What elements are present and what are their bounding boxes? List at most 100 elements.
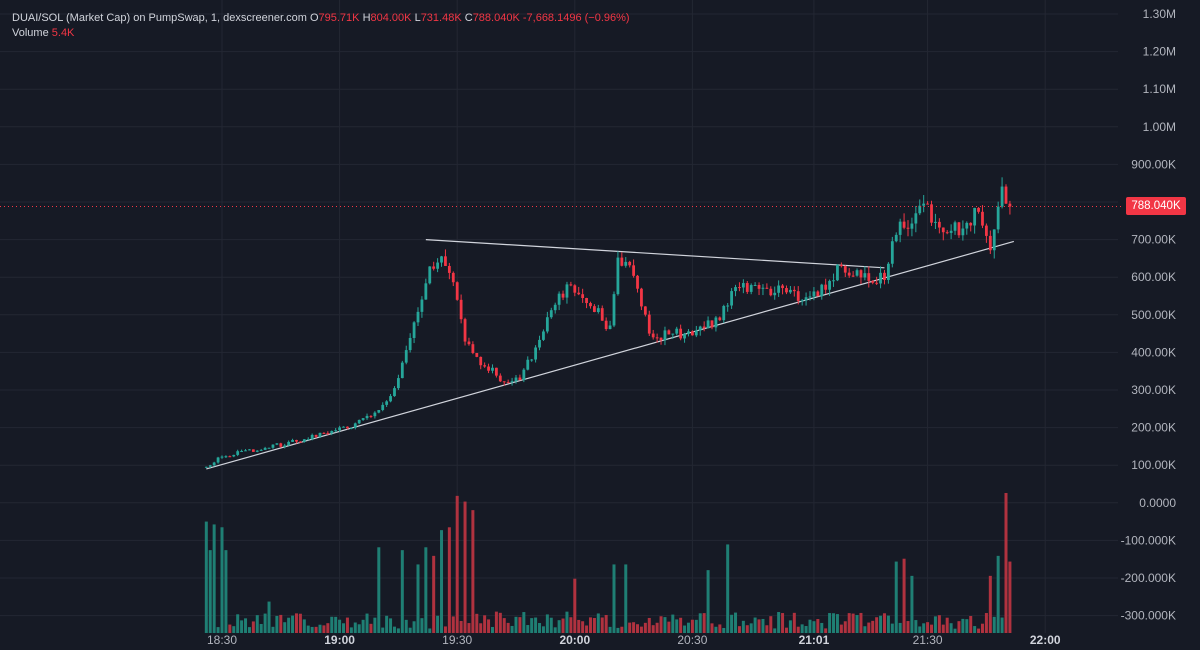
volume-bar <box>592 618 596 633</box>
price-tick-label: 900.00K <box>1131 157 1176 171</box>
volume-bar <box>808 619 812 633</box>
volume-bar <box>1004 493 1008 633</box>
volume-bar <box>675 619 679 633</box>
volume-label[interactable]: Volume <box>12 27 49 39</box>
volume-bar <box>557 620 561 633</box>
volume-bar <box>796 626 800 633</box>
candle-body <box>412 322 416 338</box>
volume-bar <box>361 619 365 633</box>
symbol-title[interactable]: DUAI/SOL (Market Cap) on PumpSwap, 1, de… <box>12 12 307 24</box>
volume-bar <box>749 623 753 633</box>
trendline <box>425 239 885 269</box>
candle-body <box>389 396 392 402</box>
candle-body <box>447 265 451 273</box>
candle-body <box>436 262 439 269</box>
candle-body <box>789 289 792 293</box>
candle-body <box>887 263 890 280</box>
candle-body <box>549 310 553 318</box>
candle-body <box>326 433 330 435</box>
volume-bar <box>820 622 824 633</box>
volume-bar <box>773 628 777 633</box>
volume-bar <box>455 495 459 633</box>
volume-bar <box>326 623 330 633</box>
candle-body <box>738 287 741 289</box>
candle-body <box>1004 186 1008 204</box>
candle-body <box>596 308 600 313</box>
legend: DUAI/SOL (Market Cap) on PumpSwap, 1, de… <box>12 11 630 41</box>
volume-bar <box>957 621 961 633</box>
candle-body <box>636 275 639 289</box>
volume-bar <box>816 619 820 633</box>
volume-bar <box>561 618 565 633</box>
volume-bar <box>436 615 440 633</box>
volume-bar <box>890 623 894 633</box>
candle-body <box>530 359 534 361</box>
time-tick-label: 19:30 <box>442 633 472 647</box>
candle-body <box>487 366 490 371</box>
candle-body <box>236 451 240 455</box>
candle-body <box>992 229 996 251</box>
candle-body <box>612 294 616 326</box>
volume-bar <box>741 620 745 633</box>
volume-bar <box>694 619 698 633</box>
volume-bar <box>365 613 369 633</box>
candle-body <box>930 204 933 223</box>
candle-body <box>565 284 569 298</box>
candle-body <box>894 234 898 242</box>
candle-body <box>471 344 475 353</box>
legend-ohlc-row: DUAI/SOL (Market Cap) on PumpSwap, 1, de… <box>12 11 630 26</box>
volume-bar <box>992 616 996 633</box>
volume-bar <box>737 626 741 633</box>
candle-body <box>318 432 322 437</box>
volume-bar <box>412 621 416 633</box>
volume-bar <box>294 613 298 633</box>
candle-body <box>263 447 267 450</box>
candle-body <box>510 381 514 383</box>
price-tick-label: -100.000K <box>1121 533 1176 547</box>
volume-bar <box>663 617 667 633</box>
candle-body <box>542 331 545 340</box>
time-axis: 18:30 19:00 19:30 20:00 20:30 21:01 21:30 22:00 <box>207 633 1061 647</box>
volume-bar <box>679 617 683 633</box>
volume-bar <box>859 612 863 633</box>
volume-bar <box>933 616 937 633</box>
volume-bar <box>726 544 730 633</box>
candle-body <box>295 439 298 442</box>
candle-body <box>922 203 926 206</box>
candle-body <box>745 283 749 292</box>
volume-bar <box>459 620 463 633</box>
volume-bar <box>291 615 295 633</box>
volume-bar <box>408 627 412 633</box>
candle-body <box>416 311 420 323</box>
candle-body <box>765 287 769 289</box>
candle-body <box>977 207 980 212</box>
volume-bar <box>639 626 643 633</box>
volume-bar <box>404 619 408 633</box>
close-value: 788.040K <box>472 12 520 24</box>
candle-body <box>667 330 671 335</box>
candle-body <box>557 293 561 305</box>
volume-bar <box>244 618 248 633</box>
volume-bar <box>389 618 393 633</box>
candle-body <box>397 378 400 389</box>
volume-bar <box>247 627 251 633</box>
candle-body <box>691 331 694 336</box>
volume-bar <box>498 612 502 633</box>
candle-body <box>342 426 345 428</box>
volume-bar <box>212 524 216 633</box>
volume-bar <box>765 625 769 633</box>
volume-bar <box>443 626 447 633</box>
change-value: -7,668.1496 (−0.96%) <box>522 12 630 24</box>
candle-body <box>828 280 831 290</box>
candle-body <box>816 291 820 297</box>
candle-body <box>212 462 216 466</box>
time-tick-label: 22:00 <box>1030 633 1061 647</box>
candle-body <box>514 377 518 382</box>
candle-body <box>553 304 557 311</box>
volume-bar <box>828 613 832 633</box>
volume-bar <box>745 625 749 633</box>
low-value: 731.48K <box>420 12 462 24</box>
candle-body <box>440 256 443 263</box>
